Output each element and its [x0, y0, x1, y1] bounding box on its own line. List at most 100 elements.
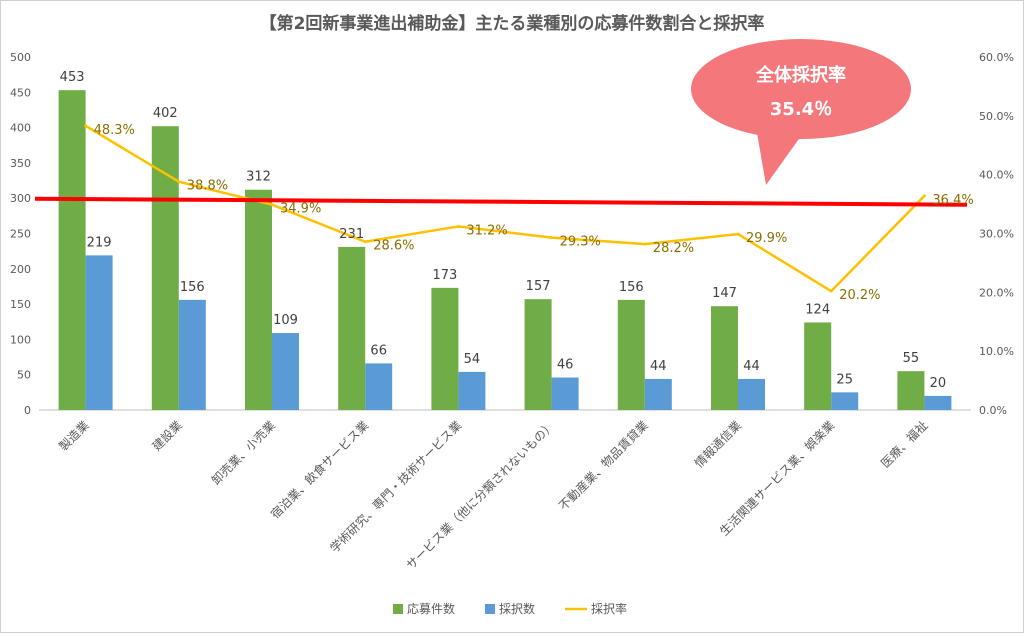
- bar-adopted: [458, 371, 486, 410]
- legend-swatch: [485, 604, 495, 614]
- y-left-tick-label: 400: [10, 122, 31, 135]
- y-right-tick-label: 10.0%: [979, 345, 1014, 358]
- bar-adopted: [365, 363, 393, 410]
- x-tick-label: 宿泊業、飲食サービス業: [267, 418, 371, 522]
- y-right-tick-label: 60.0%: [979, 51, 1014, 64]
- bar-adopted: [178, 299, 206, 410]
- y-left-tick-label: 100: [10, 333, 31, 346]
- y-right-tick-label: 40.0%: [979, 169, 1014, 182]
- rate-point: [643, 242, 647, 246]
- bar-applications: [897, 371, 925, 410]
- data-label-applications: 55: [903, 351, 920, 366]
- data-label-rate: 20.2%: [839, 288, 880, 303]
- data-labels: 453 402 312 231 173 157 156 147 124 55 219 156 109 66…: [60, 70, 974, 391]
- bar-adopted: [924, 395, 952, 410]
- data-label-adopted: 109: [273, 313, 298, 328]
- data-label-applications: 157: [526, 279, 551, 294]
- bar-applications: [617, 299, 645, 410]
- y-left-tick-label: 350: [10, 157, 31, 170]
- reference-line-layer: [34, 196, 968, 207]
- data-label-rate: 29.9%: [746, 231, 787, 246]
- x-tick-label: サービス業（他に分類されないもの）: [404, 418, 558, 572]
- callout-pointer: [756, 127, 806, 185]
- callout: 全体採択率 35.4％: [691, 39, 911, 185]
- rate-point: [456, 224, 460, 228]
- data-label-rate: 38.8%: [187, 179, 228, 194]
- data-label-adopted: 20: [930, 376, 947, 391]
- rate-point: [736, 232, 740, 236]
- data-label-adopted: 54: [464, 352, 481, 367]
- data-label-rate: 34.9%: [280, 202, 321, 217]
- data-label-rate: 29.3%: [560, 235, 601, 250]
- bar-applications: [245, 189, 272, 410]
- data-label-adopted: 66: [370, 343, 387, 358]
- bar-applications: [804, 322, 832, 410]
- rate-point: [550, 236, 554, 240]
- data-label-rate: 36.4%: [932, 193, 973, 208]
- y-left-tick-label: 0: [24, 404, 31, 417]
- x-tick-label: 情報通信業: [692, 418, 744, 470]
- bar-adopted: [738, 378, 765, 410]
- bars: [58, 90, 952, 411]
- data-label-applications: 124: [805, 302, 830, 317]
- overall-rate-reference-line: [34, 196, 968, 207]
- data-label-applications: 402: [153, 106, 178, 121]
- x-tick-label: 卸売業、小売業: [208, 418, 278, 488]
- bar-applications: [338, 246, 366, 410]
- callout-value: 35.4％: [770, 99, 832, 120]
- data-label-applications: 312: [246, 170, 271, 185]
- y-right-tick-label: 20.0%: [979, 286, 1014, 299]
- data-label-rate: 28.2%: [653, 241, 694, 256]
- x-tick-label: 医療、福祉: [877, 418, 930, 471]
- legend-label: 採択数: [499, 601, 535, 616]
- data-label-adopted: 44: [650, 359, 667, 374]
- y-left-tick-label: 200: [10, 263, 31, 276]
- y-left-tick-label: 250: [10, 228, 31, 241]
- data-label-adopted: 156: [180, 280, 205, 295]
- legend-item: 採択数: [485, 601, 535, 616]
- data-label-adopted: 25: [836, 372, 853, 387]
- bar-applications: [711, 306, 738, 410]
- y-right-tick-label: 0.0%: [979, 404, 1007, 417]
- x-tick-label: 製造業: [56, 418, 91, 453]
- callout-bubble: [691, 39, 911, 139]
- data-label-adopted: 44: [743, 359, 760, 374]
- bar-adopted: [831, 392, 859, 410]
- y-right-tick-label: 50.0%: [979, 110, 1014, 123]
- legend: 応募件数 採択数 採択率: [393, 601, 627, 616]
- data-label-applications: 147: [712, 286, 737, 301]
- data-label-rate: 31.2%: [466, 223, 507, 238]
- rate-point: [363, 240, 367, 244]
- data-label-applications: 173: [432, 268, 457, 283]
- data-label-applications: 453: [60, 70, 85, 85]
- bar-adopted: [551, 377, 579, 410]
- data-label-applications: 156: [619, 280, 644, 295]
- legend-item: 採択率: [565, 601, 627, 616]
- chart-title: 【第2回新事業進出補助金】主たる業種別の応募件数割合と採択率: [260, 13, 765, 34]
- y-left-tick-label: 450: [10, 86, 31, 99]
- rate-point: [922, 194, 926, 198]
- data-label-adopted: 219: [87, 235, 112, 250]
- rate-point: [84, 124, 88, 128]
- data-label-applications: 231: [339, 227, 364, 242]
- x-tick-label: 建設業: [149, 418, 185, 454]
- bar-adopted: [85, 255, 113, 410]
- bar-applications: [58, 90, 86, 410]
- bar-applications: [524, 299, 552, 410]
- bar-adopted: [272, 333, 299, 410]
- y-left-tick-label: 150: [10, 298, 31, 311]
- rate-point: [270, 203, 274, 207]
- y-left-tick-label: 50: [17, 369, 31, 382]
- data-label-rate: 48.3%: [94, 123, 135, 138]
- rate-series-line: [84, 124, 926, 293]
- callout-title: 全体採択率: [755, 64, 846, 86]
- data-label-adopted: 46: [557, 358, 574, 373]
- legend-label: 採択率: [591, 601, 627, 616]
- y-left-tick-label: 500: [10, 51, 31, 64]
- legend-item: 応募件数: [393, 601, 455, 616]
- rate-point: [177, 180, 181, 184]
- legend-swatch: [393, 604, 403, 614]
- x-tick-label: 不動産業、物品賃貸業: [555, 418, 650, 513]
